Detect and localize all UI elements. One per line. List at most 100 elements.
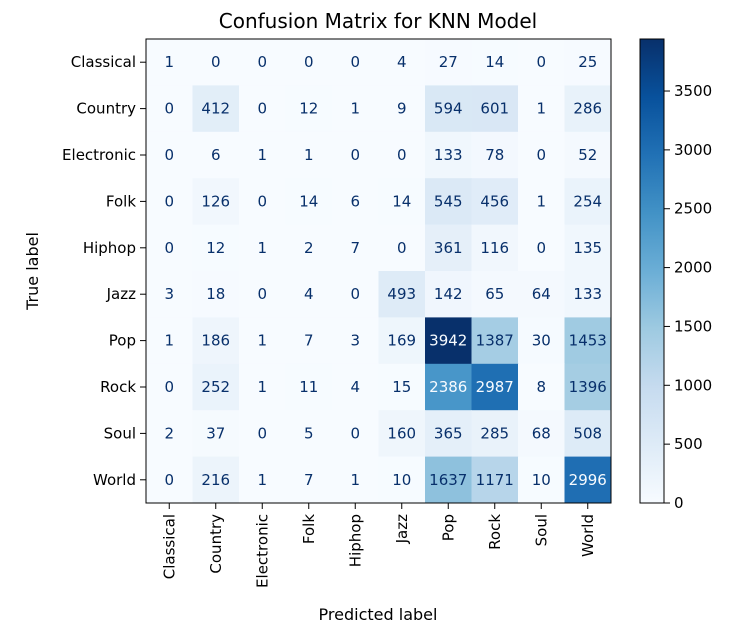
colorbar-tick-label: 3000 (674, 141, 712, 159)
cell-value-label: 0 (257, 100, 267, 118)
cell-value-label: 0 (257, 53, 267, 71)
matrix-cell (192, 317, 240, 365)
cell-value-label: 0 (164, 146, 174, 164)
cell-value-label: 216 (201, 471, 230, 489)
x-tick-label: Hiphop (346, 514, 364, 567)
matrix-cell (471, 39, 519, 86)
cell-value-label: 361 (434, 239, 463, 257)
matrix-cell (192, 410, 240, 458)
matrix-cell (332, 317, 379, 365)
x-axis-label: Predicted label (319, 605, 438, 624)
matrix-cell (192, 363, 240, 411)
cell-value-label: 186 (201, 332, 230, 350)
matrix-cell (564, 363, 612, 411)
matrix-cell (518, 131, 565, 179)
cell-value-label: 160 (387, 424, 416, 442)
colorbar-tick-label: 1500 (674, 317, 712, 335)
cell-value-label: 10 (392, 471, 411, 489)
cell-value-label: 1387 (476, 332, 514, 350)
cell-value-label: 7 (304, 332, 314, 350)
cell-value-label: 30 (532, 332, 551, 350)
cell-value-label: 0 (164, 192, 174, 210)
cell-value-label: 126 (201, 192, 230, 210)
cell-value-label: 2996 (569, 471, 607, 489)
y-tick-label: Hiphop (83, 239, 136, 257)
matrix-cell (285, 39, 333, 86)
cell-value-label: 1 (350, 471, 360, 489)
cell-value-label: 0 (350, 285, 360, 303)
cell-value-label: 68 (532, 424, 551, 442)
cell-value-label: 169 (387, 332, 416, 350)
matrix-cell (146, 131, 193, 179)
matrix-cell (239, 410, 286, 458)
y-tick-label: Rock (100, 378, 136, 396)
matrix-cell (564, 85, 612, 133)
matrix-cell (192, 178, 240, 226)
cell-value-label: 78 (485, 146, 504, 164)
matrix-cell (332, 456, 379, 504)
y-tick-label: Folk (106, 192, 136, 210)
y-tick-label: Soul (104, 424, 136, 442)
cell-value-label: 1637 (429, 471, 467, 489)
y-tick-label: Pop (109, 332, 136, 350)
y-tick-label: World (93, 471, 136, 489)
matrix-cell (332, 131, 379, 179)
cell-value-label: 0 (350, 424, 360, 442)
matrix-cell (425, 456, 472, 504)
matrix-cell (564, 456, 612, 504)
matrix-cell (518, 39, 565, 86)
matrix-cell (192, 456, 240, 504)
matrix-cell (332, 224, 379, 272)
cell-value-label: 493 (387, 285, 416, 303)
cell-value-label: 285 (480, 424, 509, 442)
matrix-cell (239, 39, 286, 86)
matrix-cell (192, 85, 240, 133)
matrix-cell (285, 271, 333, 318)
matrix-cell (518, 224, 565, 272)
cell-value-label: 0 (397, 146, 407, 164)
x-tick-label: Rock (486, 514, 504, 550)
cell-value-label: 64 (532, 285, 551, 303)
matrix-cell (332, 39, 379, 86)
matrix-cell (471, 178, 519, 226)
cell-value-label: 0 (164, 100, 174, 118)
cell-value-label: 10 (532, 471, 551, 489)
matrix-cell (332, 363, 379, 411)
cell-value-label: 12 (299, 100, 318, 118)
colorbar-tick-label: 2500 (674, 200, 712, 218)
matrix-cell (425, 271, 472, 318)
matrix-cell (239, 131, 286, 179)
matrix-cell (192, 131, 240, 179)
matrix-cell (425, 317, 472, 365)
cell-value-label: 0 (350, 53, 360, 71)
cell-value-label: 0 (164, 378, 174, 396)
cell-value-label: 0 (257, 192, 267, 210)
matrix-cell (239, 85, 286, 133)
matrix-cell (378, 271, 426, 318)
y-tick-label: Electronic (62, 146, 136, 164)
matrix-cell (425, 39, 472, 86)
cell-value-label: 1 (164, 53, 174, 71)
cell-value-label: 0 (536, 239, 546, 257)
matrix-cell (518, 271, 565, 318)
x-tick-label: Folk (300, 514, 318, 544)
matrix-cell (518, 178, 565, 226)
matrix-cell (378, 85, 426, 133)
matrix-cell (564, 178, 612, 226)
cell-value-label: 1 (257, 471, 267, 489)
colorbar-ticks: 0 500 1000 1500 2000 2500 3000 3500 (664, 82, 712, 512)
cell-value-label: 4 (397, 53, 407, 71)
matrix-cell (239, 224, 286, 272)
cell-value-label: 1 (350, 100, 360, 118)
matrix-cell (146, 456, 193, 504)
cell-value-label: 18 (206, 285, 225, 303)
cell-value-label: 9 (397, 100, 407, 118)
matrix-cell (192, 224, 240, 272)
cell-value-label: 594 (434, 100, 463, 118)
matrix-cell (285, 363, 333, 411)
matrix-cell (471, 317, 519, 365)
cell-value-label: 3942 (429, 332, 467, 350)
x-tick-label: Electronic (253, 514, 271, 588)
x-tick-label: Jazz (393, 514, 411, 544)
